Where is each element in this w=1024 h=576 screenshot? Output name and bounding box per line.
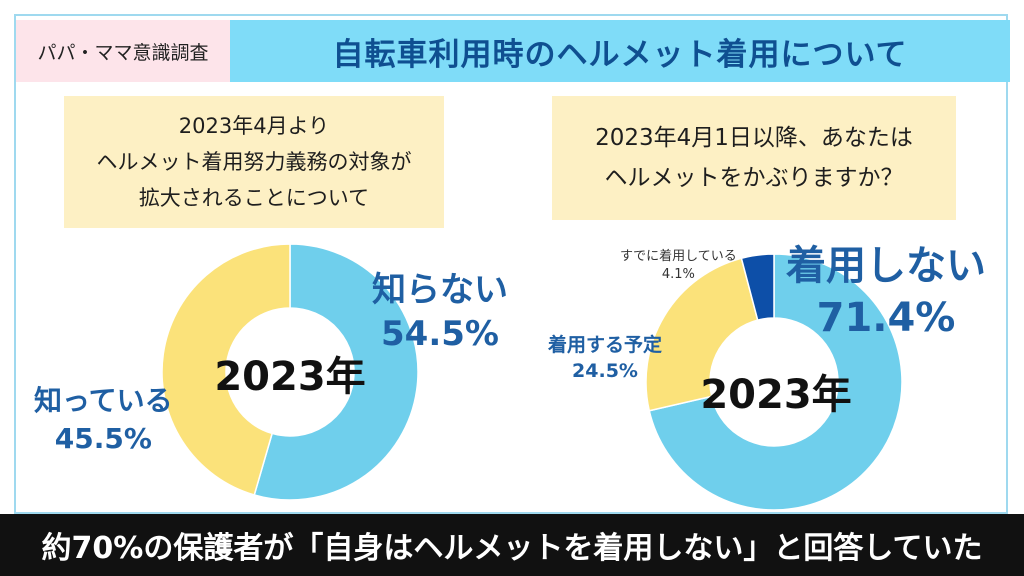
slice-label-not-wearing: 着用しない 71.4%	[786, 240, 986, 344]
donut-slice-plan-to-wear	[645, 257, 759, 412]
question-line: 拡大されることについて	[138, 186, 370, 210]
survey-tag: パパ・ママ意識調査	[16, 20, 230, 82]
question-line: ヘルメットをかぶりますか？	[604, 165, 904, 191]
slice-label-already-wearing: すでに着用している 4.1%	[620, 248, 737, 284]
slice-name: 着用する予定	[548, 334, 663, 356]
summary-banner: 約70%の保護者が「自身はヘルメットを着用しない」と回答していた	[0, 514, 1024, 576]
question-box-awareness: 2023年4月より ヘルメット着用努力義務の対象が 拡大されることについて	[64, 96, 444, 228]
question-line: 2023年4月より	[178, 114, 330, 138]
slice-value: 4.1%	[661, 267, 695, 282]
donut-slice-unaware	[253, 243, 419, 501]
donut-slice-not-wearing	[648, 253, 903, 511]
donut-center-label: 2023年	[214, 354, 366, 400]
slice-value: 45.5%	[54, 422, 152, 455]
slice-value: 71.4%	[816, 295, 956, 341]
slice-label-unaware: 知らない 54.5%	[372, 268, 508, 356]
slice-value: 24.5%	[572, 360, 638, 382]
question-line: ヘルメット着用努力義務の対象が	[96, 150, 412, 174]
donut-slice-already-wearing	[740, 253, 775, 322]
slice-label-plan-to-wear: 着用する予定 24.5%	[548, 332, 662, 384]
slice-name: 知らない	[372, 270, 508, 310]
question-line: 2023年4月1日以降、あなたは	[595, 125, 913, 151]
slice-label-aware: 知っている 45.5%	[34, 382, 173, 458]
page-title: 自転車利用時のヘルメット着用について	[230, 20, 1010, 82]
slice-name: すでに着用している	[620, 249, 737, 264]
donut-center-label: 2023年	[700, 372, 852, 418]
question-box-wearing: 2023年4月1日以降、あなたは ヘルメットをかぶりますか？	[552, 96, 956, 220]
slice-name: 知っている	[34, 384, 173, 417]
slice-name: 着用しない	[786, 243, 986, 289]
donut-slice-aware	[161, 243, 291, 496]
slice-value: 54.5%	[381, 314, 499, 354]
